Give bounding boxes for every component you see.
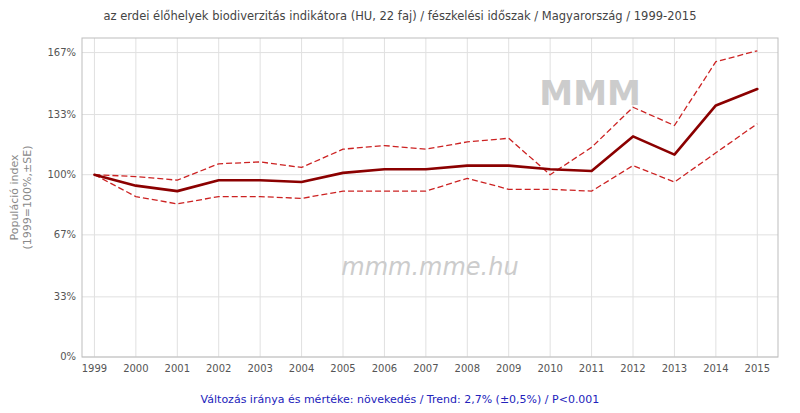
x-axis: 1999 2000 2001 2002 2003 2004 2005 2006 2007 2008… [82,363,770,374]
x-tick-label: 2002 [206,363,231,374]
y-tick-label: 133% [47,109,76,120]
watermark-text: MMM [539,73,641,113]
y-axis-label: Populáció index(1999=100%,±SE) [8,146,34,250]
y-grid-line [82,52,778,53]
y-grid-line [82,174,778,175]
x-tick-label: 2008 [455,363,480,374]
bound-line [94,124,757,204]
y-grid-line [82,114,778,115]
x-grid-line [135,38,136,357]
main-line [94,89,757,191]
grid [82,38,778,357]
x-grid-line [177,38,178,357]
x-tick-label: 2003 [247,363,272,374]
y-grid-line [82,296,778,297]
x-grid-line [674,38,675,357]
x-grid-line [301,38,302,357]
y-tick-label: 33% [54,291,76,302]
x-tick-label: 2012 [620,363,645,374]
x-grid-line [467,38,468,357]
x-grid-line [508,38,509,357]
y-tick-label: 100% [47,169,76,180]
watermark-web: mmm.mme.hu [341,253,518,281]
x-grid-line [757,38,758,357]
y-axis-label-line: (1999=100%,±SE) [21,146,34,250]
y-grid-line [82,234,778,235]
footer: Változás iránya és mértéke: növekedés / … [201,393,600,406]
x-tick-label: 2013 [662,363,687,374]
bound-line [94,51,757,180]
lines [94,51,757,204]
x-grid-line [343,38,344,357]
y-axis: 0% 33% 67% 100% 133% 167% [47,47,76,362]
x-tick-label: 2000 [123,363,148,374]
y-axis-label-line: Populáció index [8,154,21,241]
y-tick-label: 167% [47,47,76,58]
x-tick-label: 2001 [165,363,190,374]
x-grid-line [715,38,716,357]
x-tick-label: 2005 [330,363,355,374]
y-tick-label: 67% [54,229,76,240]
title: az erdei élőhelyek biodiverzitás indikát… [104,9,697,23]
x-tick-label: 2007 [413,363,438,374]
x-tick-label: 1999 [82,363,107,374]
x-tick-label: 2009 [496,363,521,374]
y-tick-label: 0% [60,351,76,362]
x-grid-line [384,38,385,357]
x-grid-line [94,38,95,357]
x-tick-label: 2015 [745,363,770,374]
x-grid-line [260,38,261,357]
x-grid-line [218,38,219,357]
chart: mmm.mme.hu MMM 0% 33% 67% 100% 133% 167% 1999 200… [0,0,800,413]
plot-frame [82,38,778,357]
x-tick-label: 2004 [289,363,314,374]
x-tick-label: 2006 [372,363,397,374]
x-tick-label: 2010 [537,363,562,374]
x-tick-label: 2011 [579,363,604,374]
x-grid-line [425,38,426,357]
x-tick-label: 2014 [703,363,728,374]
